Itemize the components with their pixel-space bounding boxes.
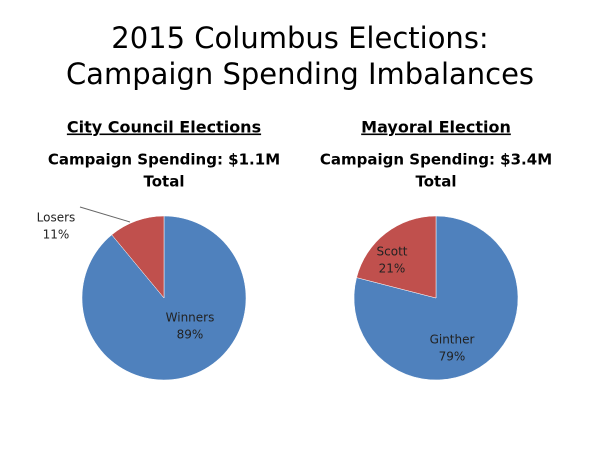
chart-heading: Mayoral Election xyxy=(361,118,511,137)
slice-value-label: 11% xyxy=(43,228,70,242)
pie-slice xyxy=(111,215,165,299)
slide-title: 2015 Columbus Elections: xyxy=(111,21,488,55)
leader-line xyxy=(79,206,131,223)
chart-subtitle: Total xyxy=(416,173,457,191)
pie-slice xyxy=(356,215,437,299)
slice-value-label: 89% xyxy=(177,328,204,342)
chart-subtitle: Total xyxy=(144,173,185,191)
slice-label: Winners xyxy=(166,311,215,325)
slice-value-label: 79% xyxy=(439,350,466,364)
slide-title: Campaign Spending Imbalances xyxy=(66,57,534,91)
chart-subtitle: Campaign Spending: $3.4M xyxy=(320,151,552,169)
slice-value-label: 21% xyxy=(379,262,406,276)
slice-label: Ginther xyxy=(430,333,475,347)
slice-label: Scott xyxy=(377,245,408,259)
chart-heading: City Council Elections xyxy=(67,118,261,137)
chart-subtitle: Campaign Spending: $1.1M xyxy=(48,151,280,169)
slice-label: Losers xyxy=(37,211,76,225)
